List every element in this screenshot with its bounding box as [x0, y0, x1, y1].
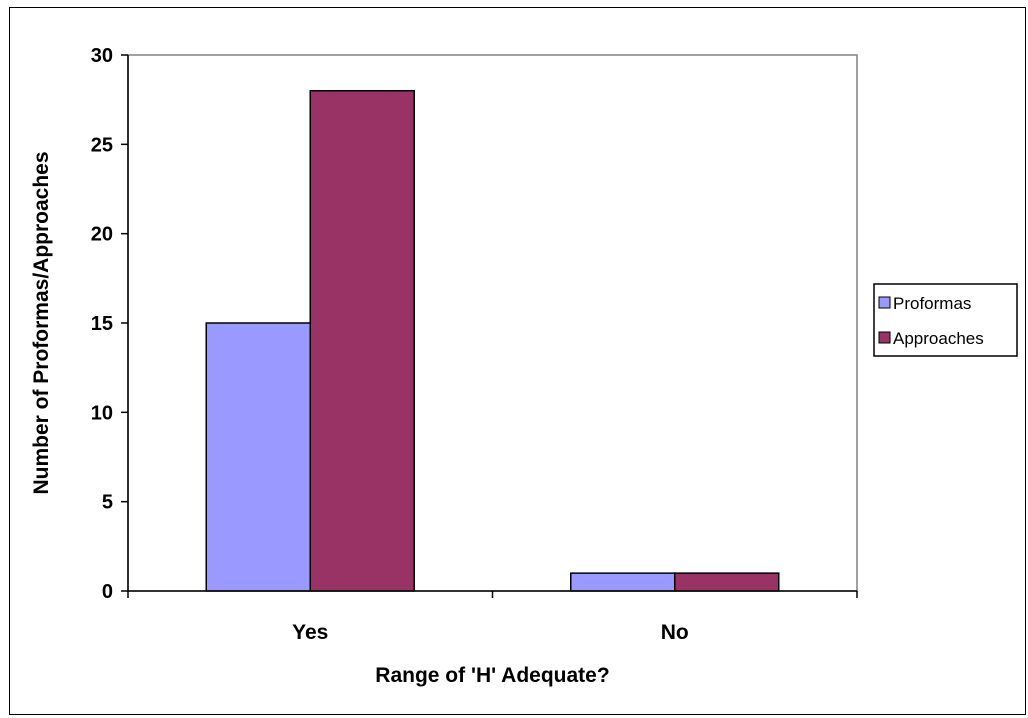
chart-frame — [9, 7, 1026, 715]
bar-approaches-yes — [309, 89, 415, 592]
bar-proformas-no — [570, 572, 676, 592]
bar-approaches-no — [674, 572, 780, 592]
legend: Proformas Approaches — [873, 283, 1018, 357]
legend-box — [873, 283, 1018, 357]
y-tick-label: 5 — [102, 492, 113, 514]
y-tick-label: 0 — [102, 581, 113, 603]
y-tick-label: 25 — [91, 134, 113, 156]
y-tick-label: 30 — [91, 45, 113, 67]
legend-swatch-approaches — [878, 331, 891, 344]
x-tick-label: No — [661, 621, 689, 644]
y-tick-label: 15 — [91, 313, 113, 335]
legend-label-approaches: Approaches — [893, 329, 984, 348]
x-tick-label: Yes — [292, 621, 328, 644]
legend-swatch-proformas — [878, 296, 891, 309]
y-axis-title: Number of Proformas/Approaches — [30, 151, 53, 494]
legend-label-proformas: Proformas — [893, 294, 971, 313]
x-axis-title: Range of 'H' Adequate? — [375, 664, 609, 687]
y-tick-label: 20 — [91, 224, 113, 246]
y-tick-label: 10 — [91, 402, 113, 424]
bar-proformas-yes — [205, 322, 311, 592]
